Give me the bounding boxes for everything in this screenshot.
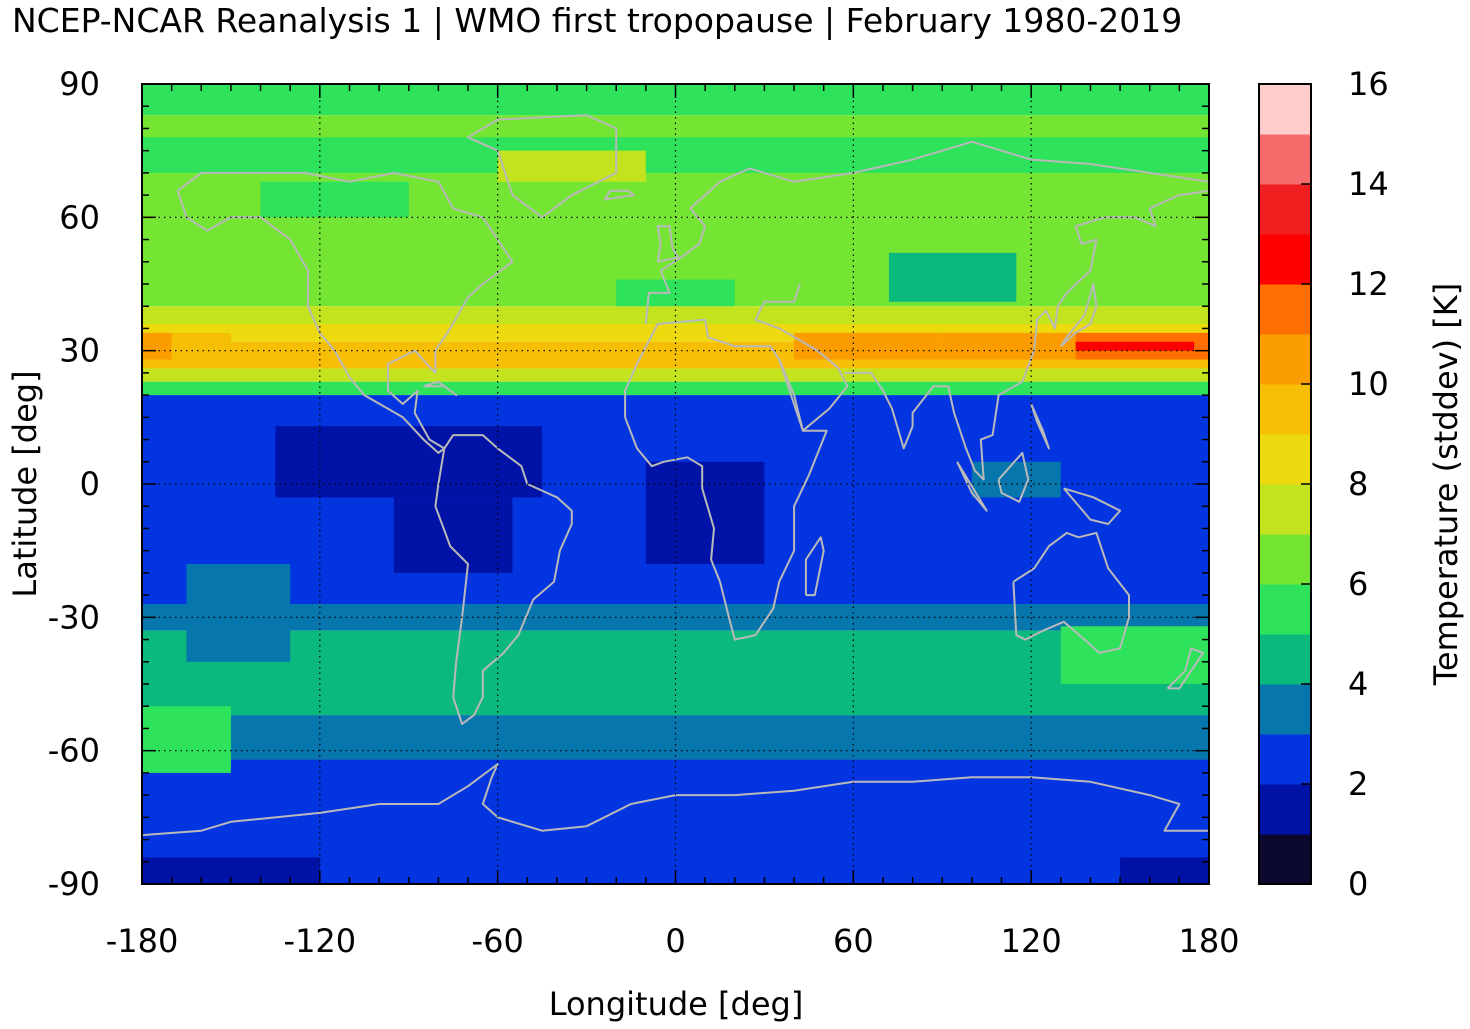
heatmap-cell [275, 426, 543, 498]
heatmap-band [142, 715, 1209, 760]
coastline [434, 434, 573, 725]
heatmap-cell [971, 461, 1061, 498]
colorbar-segment [1259, 84, 1311, 135]
heatmap-cell [1120, 857, 1209, 884]
colorbar-segment [1259, 284, 1311, 335]
x-tick-label: 180 [1178, 922, 1239, 960]
coastline [1063, 487, 1122, 525]
coastline [804, 536, 825, 597]
colorbar-segment [1259, 384, 1311, 435]
heatmap-cell [260, 181, 409, 218]
heatmap-cell [1075, 341, 1195, 351]
colorbar-segment [1259, 484, 1311, 535]
grid-lines [142, 84, 1209, 884]
coastline [624, 318, 828, 641]
colorbar-tick-label: 12 [1348, 265, 1389, 303]
y-tick-labels: 90 60 30 0 -30 -60 -90 [48, 65, 100, 903]
x-axis-label: Longitude [deg] [549, 985, 804, 1023]
colorbar-segment [1259, 834, 1311, 885]
coastline [467, 114, 618, 219]
heatmap-cell [497, 150, 646, 182]
y-tick-label: 0 [80, 465, 100, 503]
heatmap-cell [171, 332, 231, 360]
y-tick-label: 30 [59, 332, 100, 370]
x-tick-label: -180 [106, 922, 179, 960]
colorbar-segment [1259, 234, 1311, 285]
coastline [1030, 403, 1050, 450]
colorbar-tick-labels: 0 2 4 6 8 10 12 14 16 [1301, 65, 1389, 903]
coastlines [142, 114, 1209, 837]
colorbar-tick-label: 0 [1348, 865, 1368, 903]
colorbar-tick-label: 6 [1348, 565, 1368, 603]
ticks [141, 83, 1210, 885]
coastline [142, 763, 1209, 837]
colorbar-segment [1259, 534, 1311, 585]
coastline [1166, 647, 1205, 690]
coastline [423, 380, 458, 397]
heatmap-cell [645, 461, 765, 564]
coastline [176, 171, 514, 454]
coastline [656, 225, 680, 263]
colorbar-segment [1259, 634, 1311, 685]
colorbar-tick-label: 2 [1348, 765, 1368, 803]
y-tick-label: 90 [59, 65, 100, 103]
colorbar-tick-label: 16 [1348, 65, 1389, 103]
colorbar-label: Temperature (stddev) [K] [1427, 283, 1465, 686]
y-axis-label: Latitude [deg] [6, 370, 44, 597]
heatmap-cell [888, 252, 1017, 302]
y-tick-label: 60 [59, 198, 100, 236]
x-tick-label: -60 [472, 922, 524, 960]
coastline [997, 451, 1030, 503]
heatmap-cell [142, 706, 231, 773]
heatmap-band [142, 368, 1209, 382]
colorbar-segment [1259, 784, 1311, 835]
colorbar-segment [1259, 684, 1311, 735]
colorbar-segment [1259, 434, 1311, 485]
heatmap-cell [186, 564, 291, 662]
coastline [644, 140, 1209, 325]
x-tick-label: 0 [665, 922, 685, 960]
colorbar-tick-label: 8 [1348, 465, 1368, 503]
x-tick-labels: -180 -120 -60 0 60 120 180 [106, 922, 1240, 960]
x-tick-label: 60 [833, 922, 874, 960]
coastline [956, 461, 988, 512]
heatmap-band [142, 381, 1209, 396]
heatmap-cell [794, 332, 943, 360]
colorbar-tick-label: 10 [1348, 365, 1389, 403]
coastline [844, 189, 1209, 481]
colorbar-tick-label: 14 [1348, 165, 1389, 203]
colorbar-segment [1259, 134, 1311, 185]
x-tick-label: -120 [284, 922, 357, 960]
heatmap-cell [1060, 626, 1209, 684]
colorbar-segment [1259, 734, 1311, 785]
coastline [1059, 283, 1098, 347]
coastline [754, 283, 849, 432]
coastline [603, 189, 635, 201]
y-tick-label: -90 [48, 865, 100, 903]
coastline [1012, 531, 1130, 654]
x-tick-label: 120 [1001, 922, 1062, 960]
heatmap-cell [616, 279, 735, 307]
colorbar-segment [1259, 334, 1311, 385]
heatmap-cell [142, 332, 172, 360]
heatmap-cell [393, 497, 513, 573]
heatmap-cell [942, 332, 1076, 360]
chart-title: NCEP-NCAR Reanalysis 1 | WMO first tropo… [12, 1, 1182, 40]
colorbar-segment [1259, 584, 1311, 635]
colorbar-segment [1259, 184, 1311, 235]
y-tick-label: -30 [48, 598, 100, 636]
colorbar [1258, 83, 1312, 885]
y-tick-label: -60 [48, 732, 100, 770]
colorbar-tick-label: 4 [1348, 665, 1368, 703]
